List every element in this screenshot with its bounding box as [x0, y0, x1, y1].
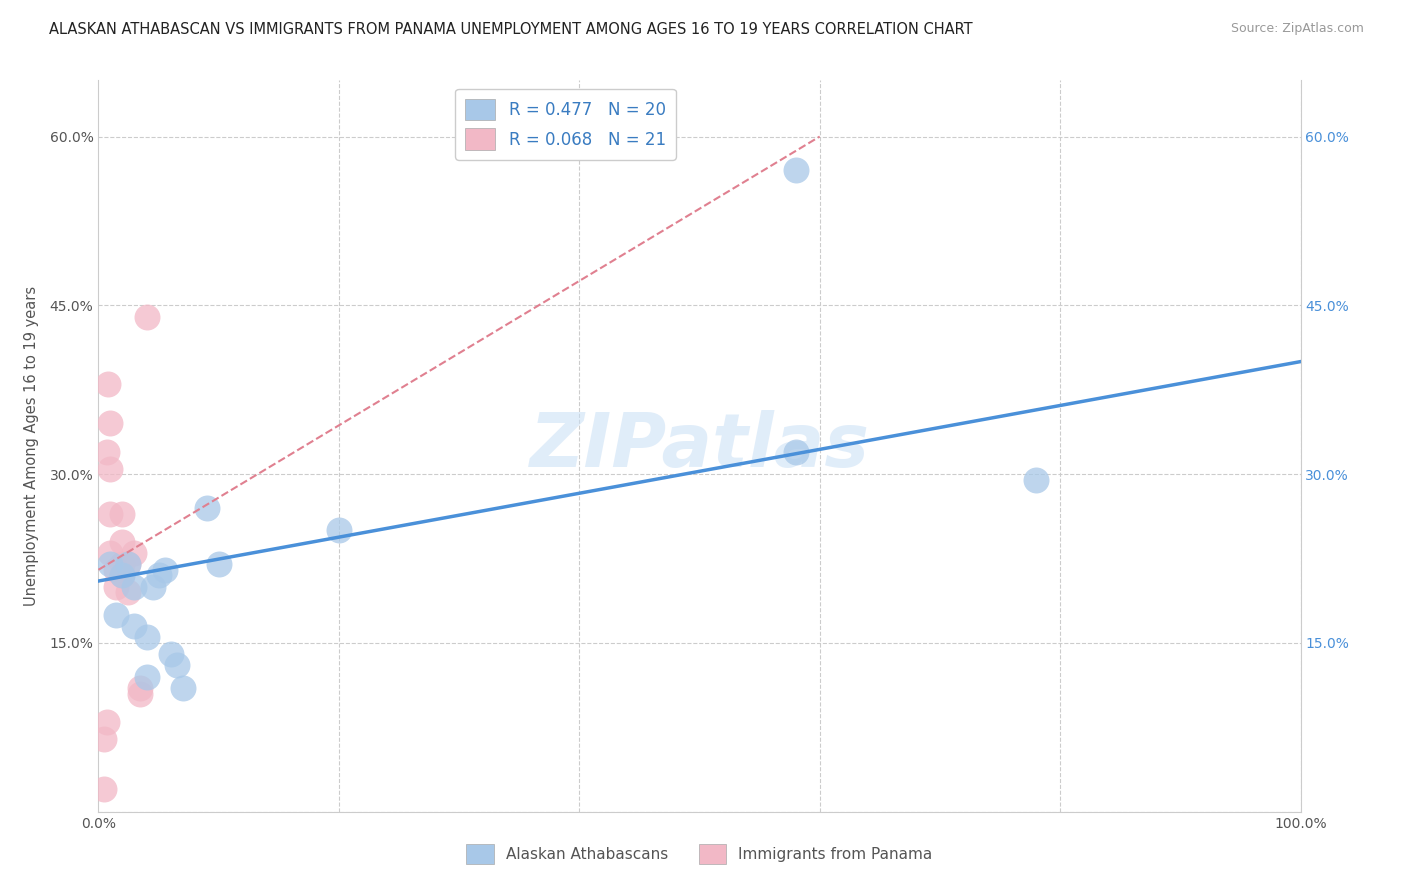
Point	[195, 500, 218, 515]
Point	[111, 568, 134, 582]
Point	[785, 163, 807, 178]
Point	[105, 607, 128, 622]
Point	[111, 557, 134, 571]
Point	[328, 524, 350, 538]
Point	[124, 580, 146, 594]
Point	[97, 377, 120, 392]
Point	[124, 619, 146, 633]
Text: ALASKAN ATHABASCAN VS IMMIGRANTS FROM PANAMA UNEMPLOYMENT AMONG AGES 16 TO 19 YE: ALASKAN ATHABASCAN VS IMMIGRANTS FROM PA…	[49, 22, 973, 37]
Point	[148, 568, 170, 582]
Point	[208, 557, 231, 571]
Point	[124, 546, 146, 560]
Point	[93, 782, 115, 797]
Point	[105, 580, 128, 594]
Point	[93, 731, 115, 746]
Point	[111, 534, 134, 549]
Point	[100, 546, 122, 560]
Point	[111, 507, 134, 521]
Point	[117, 557, 139, 571]
Point	[96, 444, 118, 458]
Point	[159, 647, 181, 661]
Point	[129, 687, 152, 701]
Legend: Alaskan Athabascans, Immigrants from Panama: Alaskan Athabascans, Immigrants from Pan…	[460, 838, 939, 870]
Y-axis label: Unemployment Among Ages 16 to 19 years: Unemployment Among Ages 16 to 19 years	[24, 286, 38, 606]
Point	[100, 507, 122, 521]
Point	[172, 681, 194, 695]
Point	[135, 630, 157, 644]
Point	[96, 714, 118, 729]
Point	[100, 417, 122, 431]
Point	[117, 585, 139, 599]
Point	[135, 670, 157, 684]
Text: ZIPatlas: ZIPatlas	[530, 409, 869, 483]
Point	[129, 681, 152, 695]
Point	[100, 557, 122, 571]
Text: Source: ZipAtlas.com: Source: ZipAtlas.com	[1230, 22, 1364, 36]
Point	[166, 658, 188, 673]
Point	[117, 557, 139, 571]
Point	[141, 580, 163, 594]
Point	[100, 461, 122, 475]
Point	[135, 310, 157, 324]
Point	[111, 568, 134, 582]
Point	[105, 563, 128, 577]
Point	[153, 563, 176, 577]
Point	[785, 444, 807, 458]
Point	[1025, 473, 1047, 487]
